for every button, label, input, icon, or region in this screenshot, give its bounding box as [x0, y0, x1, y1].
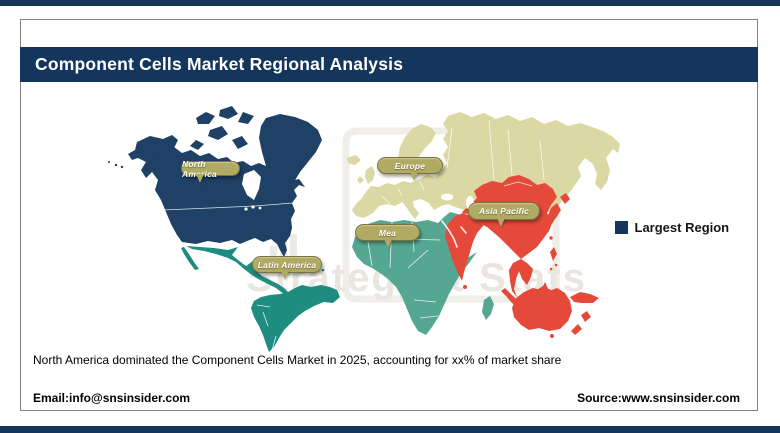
footer-source: Source:www.snsinsider.com	[577, 391, 740, 405]
map-label-europe: Europe	[377, 157, 443, 174]
legend-label: Largest Region	[634, 220, 730, 235]
legend: Largest Region	[615, 220, 729, 235]
bottom-accent-bar	[0, 426, 780, 433]
content-frame	[20, 19, 758, 411]
region-asia-pacific	[445, 175, 599, 338]
title-bar: Component Cells Market Regional Analysis	[20, 47, 758, 82]
top-accent-bar	[0, 0, 780, 6]
map-label-latin-america: Latin America	[252, 256, 322, 273]
map-label-asia-pacific: Asia Pacific	[468, 202, 540, 220]
summary-text: North America dominated the Component Ce…	[33, 353, 562, 367]
map-label-north-america: North America	[181, 159, 240, 179]
page-title: Component Cells Market Regional Analysis	[35, 54, 404, 74]
map-label-mea: Mea	[355, 224, 420, 241]
legend-swatch-icon	[615, 221, 628, 234]
footer-email: Email:info@snsinsider.com	[33, 391, 191, 405]
region-north-america	[108, 106, 322, 257]
